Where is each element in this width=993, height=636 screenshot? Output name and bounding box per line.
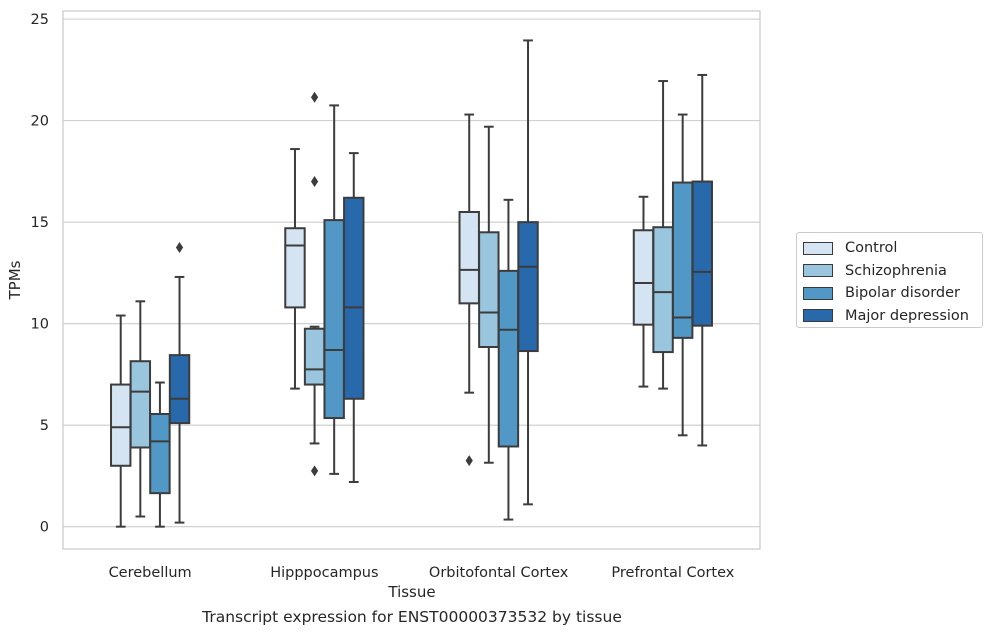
legend-item: Major depression <box>803 305 982 328</box>
y-tick-labels: 0 5 10 15 20 25 <box>31 12 49 536</box>
legend-swatch <box>803 241 833 255</box>
box-0-1 <box>129 300 152 518</box>
box-1-3 <box>343 152 365 484</box>
x-tick-labels: Cerebellum Hipppocampus Orbitofontal Corte… <box>109 565 735 581</box>
iqr-box <box>168 354 191 425</box>
x-tick-label: Orbitofontal Cortex <box>429 565 569 581</box>
iqr-box <box>323 219 345 420</box>
box-0-2 <box>149 381 171 528</box>
iqr-box <box>691 180 713 327</box>
legend-swatch <box>803 286 833 300</box>
chart-caption: Transcript expression for ENST0000037353… <box>202 608 622 626</box>
iqr-box <box>303 327 326 386</box>
legend-label: Schizophrenia <box>845 262 947 279</box>
plot-frame <box>62 10 761 550</box>
legend-item: Schizophrenia <box>803 260 982 283</box>
box-3-2 <box>671 113 694 437</box>
iqr-box <box>110 383 132 467</box>
box-0-3 <box>168 242 191 524</box>
x-tick-label: Cerebellum <box>109 565 192 581</box>
y-tick-label: 20 <box>31 114 49 130</box>
box-3-0 <box>632 195 655 388</box>
iqr-box <box>284 227 306 309</box>
y-axis-label: TPMs <box>6 260 24 300</box>
legend-item: Control <box>803 237 982 260</box>
outlier-point <box>175 242 184 254</box>
box-2-0 <box>458 113 480 467</box>
y-tick-label: 10 <box>31 317 49 333</box>
boxes <box>110 39 713 528</box>
box-2-2 <box>497 198 520 521</box>
legend-label: Control <box>845 240 898 257</box>
box-2-3 <box>517 39 539 506</box>
outlier-point <box>465 455 473 467</box>
outlier-point <box>310 91 319 103</box>
y-tick-label: 5 <box>40 418 49 434</box>
outlier-point <box>310 176 319 188</box>
y-tick-label: 15 <box>31 215 49 231</box>
box-1-0 <box>284 148 306 390</box>
box-1-2 <box>323 104 345 475</box>
iqr-box <box>458 210 480 305</box>
y-tick-label: 25 <box>31 12 49 28</box>
legend-swatch <box>803 309 833 323</box>
legend-swatch <box>803 264 833 278</box>
iqr-box <box>652 226 674 354</box>
iqr-box <box>632 229 655 326</box>
box-1-1 <box>303 91 326 477</box>
box-0-0 <box>110 314 132 528</box>
iqr-box <box>671 181 694 339</box>
y-tick-label: 0 <box>40 520 49 536</box>
x-tick-label: Hipppocampus <box>270 565 378 581</box>
iqr-box <box>129 360 152 449</box>
iqr-box <box>149 412 171 495</box>
outlier-point <box>310 465 319 477</box>
box-3-3 <box>691 73 713 447</box>
iqr-box <box>497 269 520 448</box>
box-3-1 <box>652 80 674 390</box>
iqr-box <box>343 196 365 400</box>
iqr-box <box>478 231 500 348</box>
legend-label: Bipolar disorder <box>845 285 960 302</box>
legend-label: Major depression <box>845 307 969 324</box>
x-axis-label: Tissue <box>387 583 435 601</box>
x-tick-label: Prefrontal Cortex <box>611 565 734 581</box>
box-2-1 <box>478 125 500 464</box>
iqr-box <box>517 221 539 353</box>
legend-item: Bipolar disorder <box>803 282 982 305</box>
legend: Control Schizophrenia Bipolar disorder Majo… <box>796 232 983 328</box>
